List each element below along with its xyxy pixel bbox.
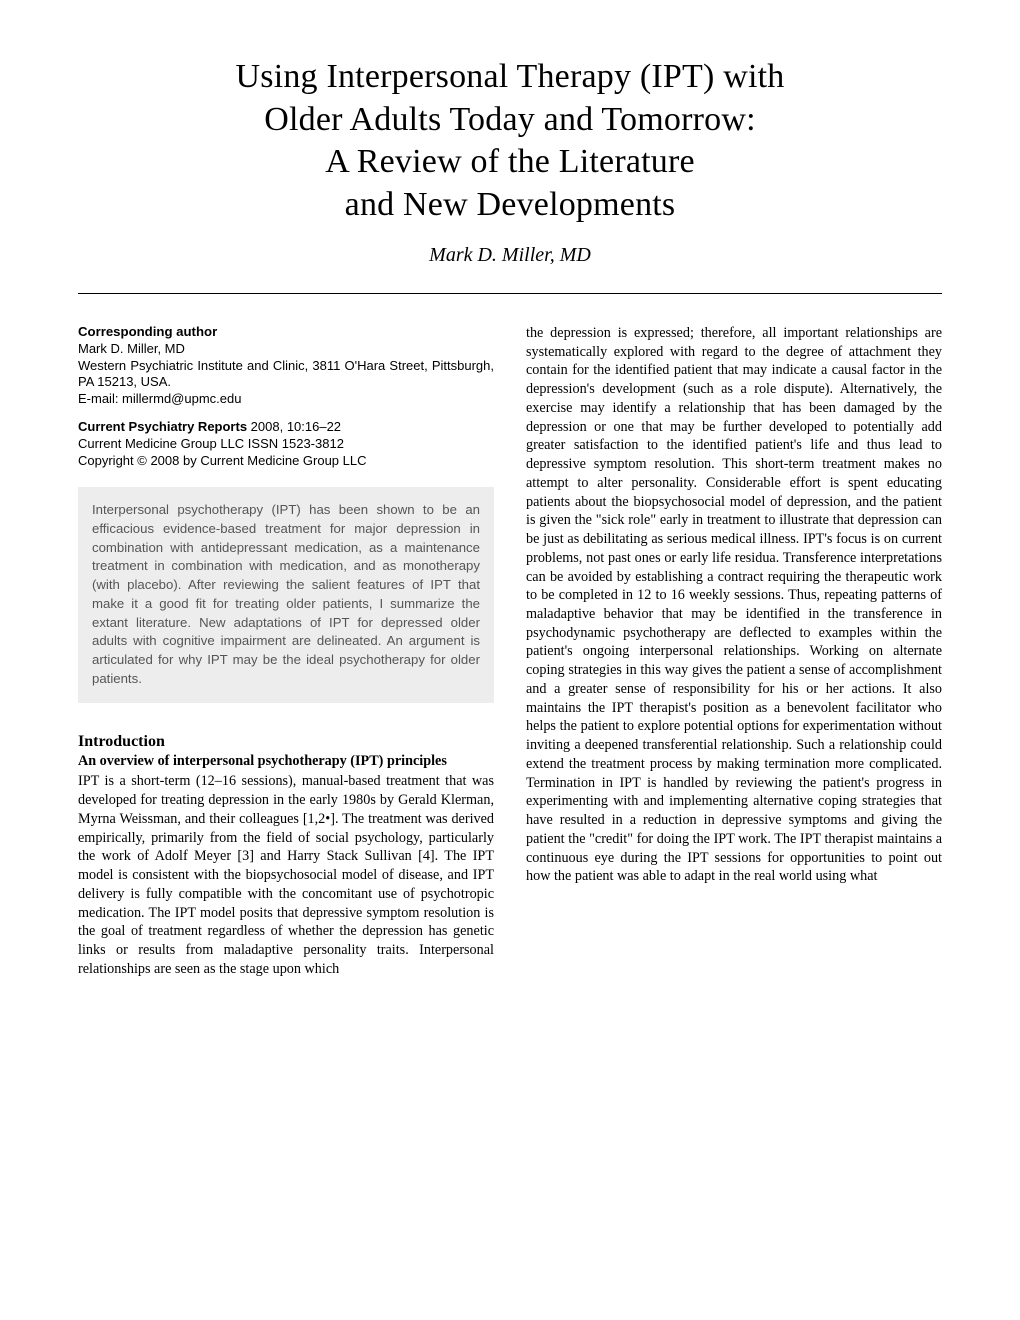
journal-citation: Current Psychiatry Reports 2008, 10:16–2… — [78, 419, 494, 436]
title-line-2: Older Adults Today and Tomorrow: — [264, 101, 755, 138]
journal-info-block: Current Psychiatry Reports 2008, 10:16–2… — [78, 419, 494, 469]
journal-name: Current Psychiatry Reports — [78, 419, 247, 434]
section-heading-introduction: Introduction — [78, 731, 494, 752]
corresponding-author-name: Mark D. Miller, MD — [78, 341, 494, 358]
title-line-3: A Review of the Literature — [325, 143, 695, 180]
right-column: the depression is expressed; therefore, … — [526, 324, 942, 979]
horizontal-rule — [78, 293, 942, 294]
title-line-1: Using Interpersonal Therapy (IPT) with — [236, 58, 785, 95]
corresponding-author-affiliation: Western Psychiatric Institute and Clinic… — [78, 358, 494, 391]
corresponding-author-email: E-mail: millermd@upmc.edu — [78, 391, 494, 408]
article-title: Using Interpersonal Therapy (IPT) with O… — [78, 56, 942, 226]
left-body-text: IPT is a short-term (12–16 sessions), ma… — [78, 772, 494, 978]
left-column: Corresponding author Mark D. Miller, MD … — [78, 324, 494, 979]
abstract-box: Interpersonal psychotherapy (IPT) has be… — [78, 487, 494, 702]
title-line-4: and New Developments — [345, 186, 676, 223]
two-column-layout: Corresponding author Mark D. Miller, MD … — [78, 324, 942, 979]
journal-copyright: Copyright © 2008 by Current Medicine Gro… — [78, 453, 494, 470]
subsection-heading-overview: An overview of interpersonal psychothera… — [78, 753, 494, 771]
title-block: Using Interpersonal Therapy (IPT) with O… — [78, 56, 942, 267]
correspondence-block: Corresponding author Mark D. Miller, MD … — [78, 324, 494, 407]
journal-publisher: Current Medicine Group LLC ISSN 1523-381… — [78, 436, 494, 453]
corresponding-author-label: Corresponding author — [78, 324, 494, 341]
right-body-text: the depression is expressed; therefore, … — [526, 324, 942, 886]
journal-year-vol: 2008, 10:16–22 — [247, 419, 341, 434]
author-name: Mark D. Miller, MD — [78, 244, 942, 267]
